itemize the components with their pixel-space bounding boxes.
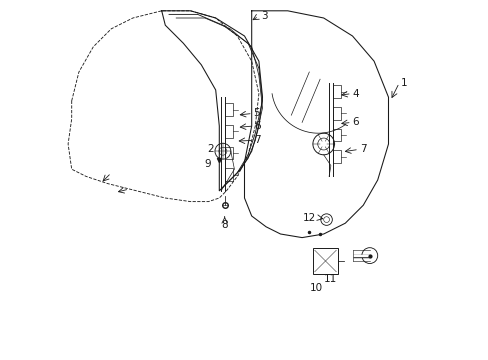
Text: 9: 9 bbox=[204, 159, 211, 169]
Text: 3: 3 bbox=[260, 11, 267, 21]
Text: 12: 12 bbox=[303, 213, 316, 223]
Text: 6: 6 bbox=[352, 117, 358, 127]
Text: 10: 10 bbox=[309, 283, 323, 293]
Text: 8: 8 bbox=[221, 220, 227, 230]
Text: 7: 7 bbox=[359, 144, 366, 154]
Text: 2: 2 bbox=[207, 144, 213, 154]
Text: 5: 5 bbox=[253, 108, 260, 118]
Text: 11: 11 bbox=[324, 274, 337, 284]
Text: 6: 6 bbox=[254, 121, 261, 131]
Text: 1: 1 bbox=[400, 78, 407, 88]
Text: 4: 4 bbox=[352, 89, 358, 99]
Text: 7: 7 bbox=[254, 135, 261, 145]
